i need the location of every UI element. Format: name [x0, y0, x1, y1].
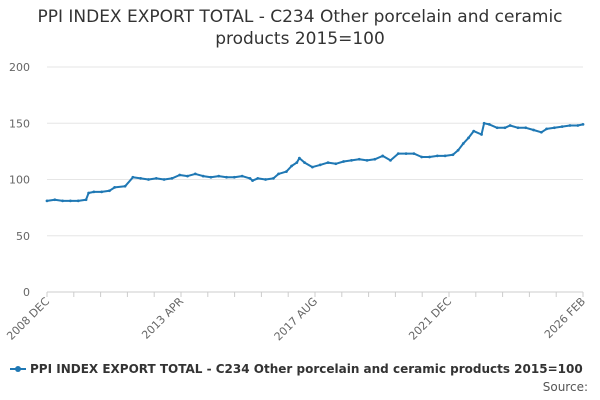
data-point[interactable]	[342, 160, 346, 163]
data-point[interactable]	[87, 191, 91, 195]
data-point[interactable]	[552, 126, 556, 130]
data-point[interactable]	[225, 175, 228, 179]
data-point[interactable]	[61, 199, 65, 203]
data-point[interactable]	[396, 152, 400, 156]
data-point[interactable]	[545, 127, 548, 131]
source-label: Source:	[542, 380, 588, 394]
data-point[interactable]	[154, 176, 158, 180]
x-tick-label: 2021 DEC	[406, 295, 454, 343]
data-point[interactable]	[389, 158, 392, 162]
x-tick-label: 2008 DEC	[4, 295, 52, 343]
y-tick-label: 100	[9, 174, 30, 187]
data-point[interactable]	[69, 199, 72, 203]
data-point[interactable]	[539, 130, 543, 134]
data-point[interactable]	[581, 122, 585, 126]
data-point[interactable]	[147, 178, 150, 181]
data-point[interactable]	[412, 152, 416, 156]
data-point[interactable]	[532, 128, 535, 132]
data-point[interactable]	[100, 190, 104, 194]
data-point[interactable]	[373, 157, 377, 161]
y-tick-label: 50	[16, 230, 30, 243]
data-point[interactable]	[53, 198, 57, 202]
data-point[interactable]	[248, 176, 252, 180]
series-layer	[45, 121, 585, 203]
data-point[interactable]	[277, 172, 280, 176]
data-point[interactable]	[297, 156, 301, 160]
grid-lines	[47, 66, 583, 293]
y-tick-label: 150	[9, 117, 30, 130]
data-point[interactable]	[284, 170, 288, 174]
x-tick-label: 2013 APR	[139, 295, 186, 342]
chart-title: PPI INDEX EXPORT TOTAL - C234 Other porc…	[37, 7, 563, 49]
data-point[interactable]	[76, 199, 80, 203]
x-tick-label: 2026 FEB	[542, 295, 588, 341]
data-point[interactable]	[170, 176, 174, 180]
data-point[interactable]	[240, 174, 244, 178]
data-point[interactable]	[365, 158, 369, 162]
data-point[interactable]	[295, 161, 299, 165]
data-point[interactable]	[303, 161, 306, 165]
data-point[interactable]	[123, 184, 127, 188]
data-point[interactable]	[113, 185, 117, 189]
y-tick-label: 200	[9, 61, 30, 74]
data-point[interactable]	[443, 154, 447, 158]
data-point[interactable]	[92, 190, 96, 194]
data-point[interactable]	[232, 175, 236, 179]
data-point[interactable]	[264, 178, 267, 181]
data-point[interactable]	[357, 157, 361, 161]
data-point[interactable]	[524, 126, 528, 130]
y-axis-ticks: 0 50 100 150 200	[9, 61, 30, 299]
data-point[interactable]	[435, 154, 439, 158]
legend-label: PPI INDEX EXPORT TOTAL - C234 Other porc…	[30, 362, 583, 376]
data-point[interactable]	[256, 176, 260, 180]
data-point[interactable]	[560, 125, 564, 129]
data-point[interactable]	[251, 179, 254, 183]
data-point[interactable]	[193, 172, 197, 176]
data-point[interactable]	[108, 189, 111, 193]
data-point[interactable]	[456, 148, 460, 152]
data-point[interactable]	[482, 121, 486, 125]
data-point[interactable]	[334, 162, 338, 166]
data-point[interactable]	[326, 161, 330, 165]
data-point[interactable]	[495, 126, 499, 130]
y-tick-label: 0	[23, 286, 30, 299]
data-point[interactable]	[576, 124, 580, 127]
data-point[interactable]	[290, 164, 293, 168]
data-point[interactable]	[404, 152, 408, 156]
data-point[interactable]	[428, 155, 431, 159]
data-point[interactable]	[310, 165, 314, 169]
data-point[interactable]	[503, 126, 507, 130]
data-point[interactable]	[568, 124, 572, 127]
legend-line-marker-icon	[10, 364, 26, 374]
data-point[interactable]	[487, 122, 491, 126]
data-point[interactable]	[271, 176, 275, 180]
data-point[interactable]	[472, 129, 476, 133]
data-point[interactable]	[162, 178, 166, 181]
data-point[interactable]	[131, 175, 135, 179]
data-point[interactable]	[209, 175, 213, 179]
data-point[interactable]	[508, 124, 512, 127]
data-point[interactable]	[451, 153, 455, 157]
data-point[interactable]	[178, 173, 182, 177]
data-point[interactable]	[350, 158, 353, 162]
data-point[interactable]	[201, 174, 205, 178]
data-point[interactable]	[467, 136, 470, 140]
data-point[interactable]	[45, 199, 49, 203]
data-point[interactable]	[217, 174, 221, 178]
data-point[interactable]	[186, 174, 189, 178]
data-point[interactable]	[480, 133, 483, 136]
data-point[interactable]	[420, 155, 424, 159]
legend[interactable]: PPI INDEX EXPORT TOTAL - C234 Other porc…	[10, 362, 595, 376]
data-point[interactable]	[516, 126, 520, 130]
data-point[interactable]	[318, 163, 322, 167]
data-point[interactable]	[84, 198, 88, 202]
data-point[interactable]	[381, 154, 385, 158]
data-point[interactable]	[139, 176, 143, 180]
series-line-0[interactable]	[46, 122, 584, 202]
data-point[interactable]	[461, 142, 465, 145]
x-axis: 2008 DEC 2013 APR 2017 AUG 2021 DEC 2026 FEB	[4, 292, 588, 343]
x-tick-label: 2017 AUG	[272, 295, 321, 344]
